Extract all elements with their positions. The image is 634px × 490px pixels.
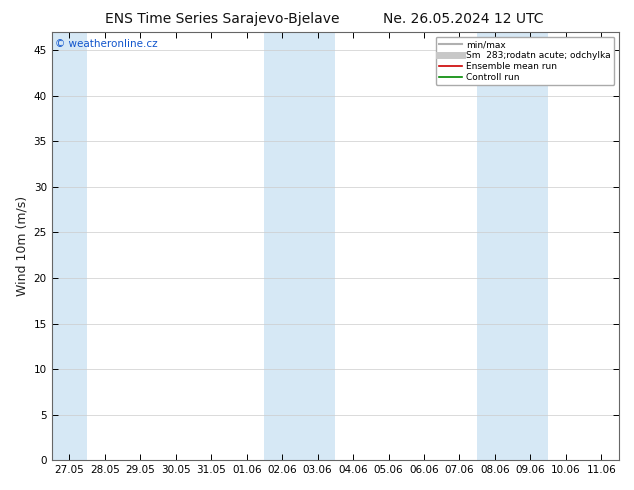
Y-axis label: Wind 10m (m/s): Wind 10m (m/s) (15, 196, 28, 296)
Bar (619, 32, 634, 460)
Legend: min/max, Sm  283;rodatn acute; odchylka, Ensemble mean run, Controll run: min/max, Sm 283;rodatn acute; odchylka, … (436, 37, 614, 85)
Text: ENS Time Series Sarajevo-Bjelave: ENS Time Series Sarajevo-Bjelave (105, 12, 339, 26)
Bar (264, 32, 335, 460)
Text: Ne. 26.05.2024 12 UTC: Ne. 26.05.2024 12 UTC (382, 12, 543, 26)
Bar (477, 32, 548, 460)
Bar (51, 32, 87, 460)
Text: © weatheronline.cz: © weatheronline.cz (55, 39, 157, 49)
